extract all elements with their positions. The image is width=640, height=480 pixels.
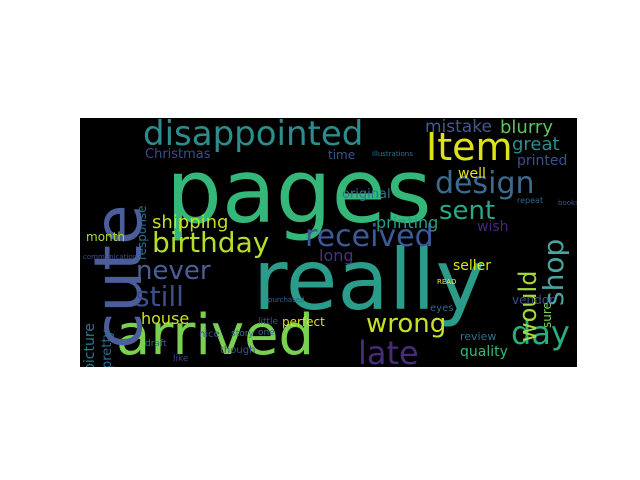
word-well: well [458,166,486,182]
word-design: design [435,166,535,201]
word-printed: printed [517,153,568,169]
word-still: still [135,280,184,313]
word-perfect: perfect [282,315,325,329]
word-illustrations: illustrations [372,150,413,158]
word-sure: sure [540,302,554,328]
word-quality: quality [460,344,508,360]
word-birthday: birthday [152,226,270,259]
word-blurry: blurry [500,118,553,138]
word-like: like [173,354,189,364]
word-communication: communication [83,253,138,261]
word-arrived: arrived [116,303,315,367]
word-pretty: pretty [100,329,115,367]
word-repeat: repeat [517,196,544,205]
word-original: original [342,187,391,202]
word-nice: nice [199,329,220,340]
word-response: response [135,205,149,260]
word-purchased: purchased [268,296,305,304]
word-really: really [253,231,486,329]
word-one: one [258,328,275,338]
word-shipping: shipping [152,212,229,233]
word-time: time [328,148,356,162]
word-read: READ [437,278,457,286]
word-seller: seller [453,258,492,274]
word-little: little [258,317,279,327]
word-wrong: wrong [366,309,447,339]
word-vendor: vendor [512,293,554,307]
word-never: never [136,256,211,286]
word-picture: picture [82,323,98,367]
word-day: day [511,314,570,352]
word-disappointed: disappointed [143,118,364,154]
word-month: month [86,230,125,244]
word-long: long [319,246,354,265]
word-great: great [512,134,560,155]
word-late: late [358,334,419,367]
word-draft: draft [145,339,167,349]
word-item: Item [426,125,513,169]
word-christmas: Christmas [145,147,211,162]
word-sent: sent [439,196,496,226]
word-though: though [220,345,256,356]
word-mistake: mistake [425,118,492,137]
word-cloud: pages really arrived cute disappointed Item de… [80,118,577,367]
word-printing: printing [376,213,439,232]
word-house: house [141,309,190,328]
word-story: story [231,329,254,339]
word-received: received [305,219,434,254]
word-eyes: eyes [430,303,454,314]
word-wish: wish [477,219,509,235]
word-review: review [460,330,497,343]
word-books: books [558,199,577,207]
word-pages: pages [166,140,432,243]
